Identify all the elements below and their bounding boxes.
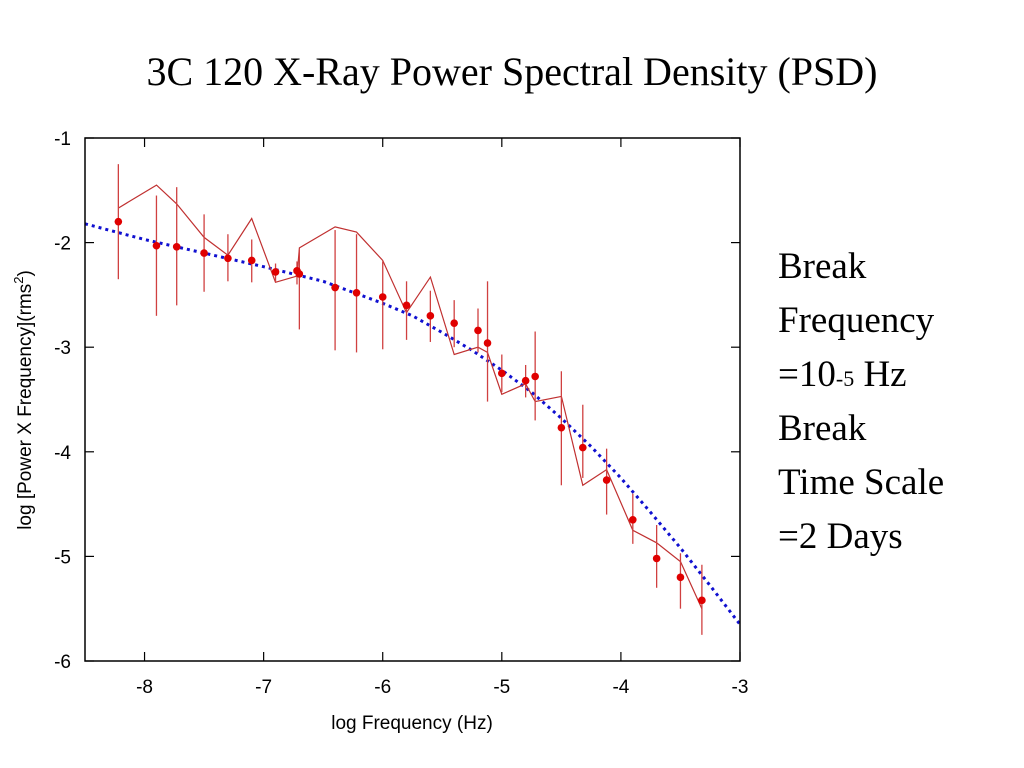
model-line bbox=[117, 184, 703, 609]
y-tick-label: -4 bbox=[54, 443, 71, 464]
data-point bbox=[247, 256, 256, 265]
break-label-2: Break bbox=[778, 408, 867, 449]
frequency-label: Frequency bbox=[778, 300, 935, 341]
chart-marks bbox=[84, 164, 742, 635]
data-point bbox=[557, 423, 566, 432]
y-axis-label: log [Power X Frequency](rms2) bbox=[11, 270, 36, 530]
data-point bbox=[200, 249, 208, 257]
x-tick-label: -5 bbox=[493, 677, 510, 698]
data-point bbox=[331, 283, 339, 292]
frequency-exponent: -5 bbox=[835, 366, 855, 391]
x-tick-label: -6 bbox=[374, 677, 391, 698]
data-point bbox=[602, 476, 611, 484]
data-point bbox=[224, 254, 232, 263]
plot-frame bbox=[84, 137, 741, 662]
data-point bbox=[579, 443, 587, 452]
break-annotation: Break Frequency =10-5 Hz Break Time Scal… bbox=[778, 240, 944, 564]
data-point bbox=[698, 596, 706, 605]
y-axis-label-sup: 2 bbox=[11, 277, 26, 284]
y-tick-label: -6 bbox=[54, 652, 71, 673]
data-point bbox=[114, 217, 123, 226]
data-point bbox=[652, 554, 661, 563]
y-tick-label: -5 bbox=[54, 547, 71, 568]
data-point bbox=[521, 376, 530, 385]
data-point bbox=[629, 515, 637, 524]
data-point bbox=[676, 573, 685, 582]
axis-ticks: -8 -7 -6 -5 -4 -3 -1 -2 -3 -4 -5 -6 bbox=[54, 129, 748, 698]
data-point bbox=[402, 301, 411, 310]
data-point bbox=[483, 339, 492, 347]
timescale-label: Time Scale bbox=[778, 462, 945, 503]
data-point bbox=[172, 242, 181, 251]
fit-line bbox=[84, 222, 742, 626]
break-label: Break bbox=[778, 246, 867, 287]
y-tick-label: -2 bbox=[54, 234, 71, 255]
data-point bbox=[531, 372, 539, 381]
y-tick-label: -1 bbox=[54, 129, 71, 150]
data-point bbox=[378, 293, 387, 301]
y-axis-label-end: ) bbox=[15, 270, 36, 276]
data-point bbox=[352, 289, 361, 297]
data-point bbox=[426, 312, 435, 320]
y-axis-label-main: log [Power X Frequency](rms bbox=[15, 284, 36, 530]
x-tick-label: -3 bbox=[732, 677, 749, 698]
slide-title: 3C 120 X-Ray Power Spectral Density (PSD… bbox=[146, 49, 878, 94]
x-tick-label: -7 bbox=[255, 677, 272, 698]
data-point bbox=[152, 241, 161, 250]
data-point bbox=[498, 369, 506, 378]
break-frequency-value: =10-5 Hz bbox=[778, 348, 944, 402]
data-point bbox=[474, 326, 482, 335]
x-tick-label: -8 bbox=[136, 677, 153, 698]
data-point bbox=[450, 319, 458, 327]
timescale-value: =2 Days bbox=[778, 516, 903, 557]
data-point bbox=[295, 270, 304, 278]
x-axis-label: log Frequency (Hz) bbox=[331, 713, 493, 734]
data-point bbox=[271, 268, 280, 276]
x-tick-label: -4 bbox=[612, 677, 629, 698]
frequency-prefix: =10 bbox=[778, 354, 836, 395]
frequency-unit: Hz bbox=[854, 354, 907, 395]
y-tick-label: -3 bbox=[54, 338, 71, 359]
